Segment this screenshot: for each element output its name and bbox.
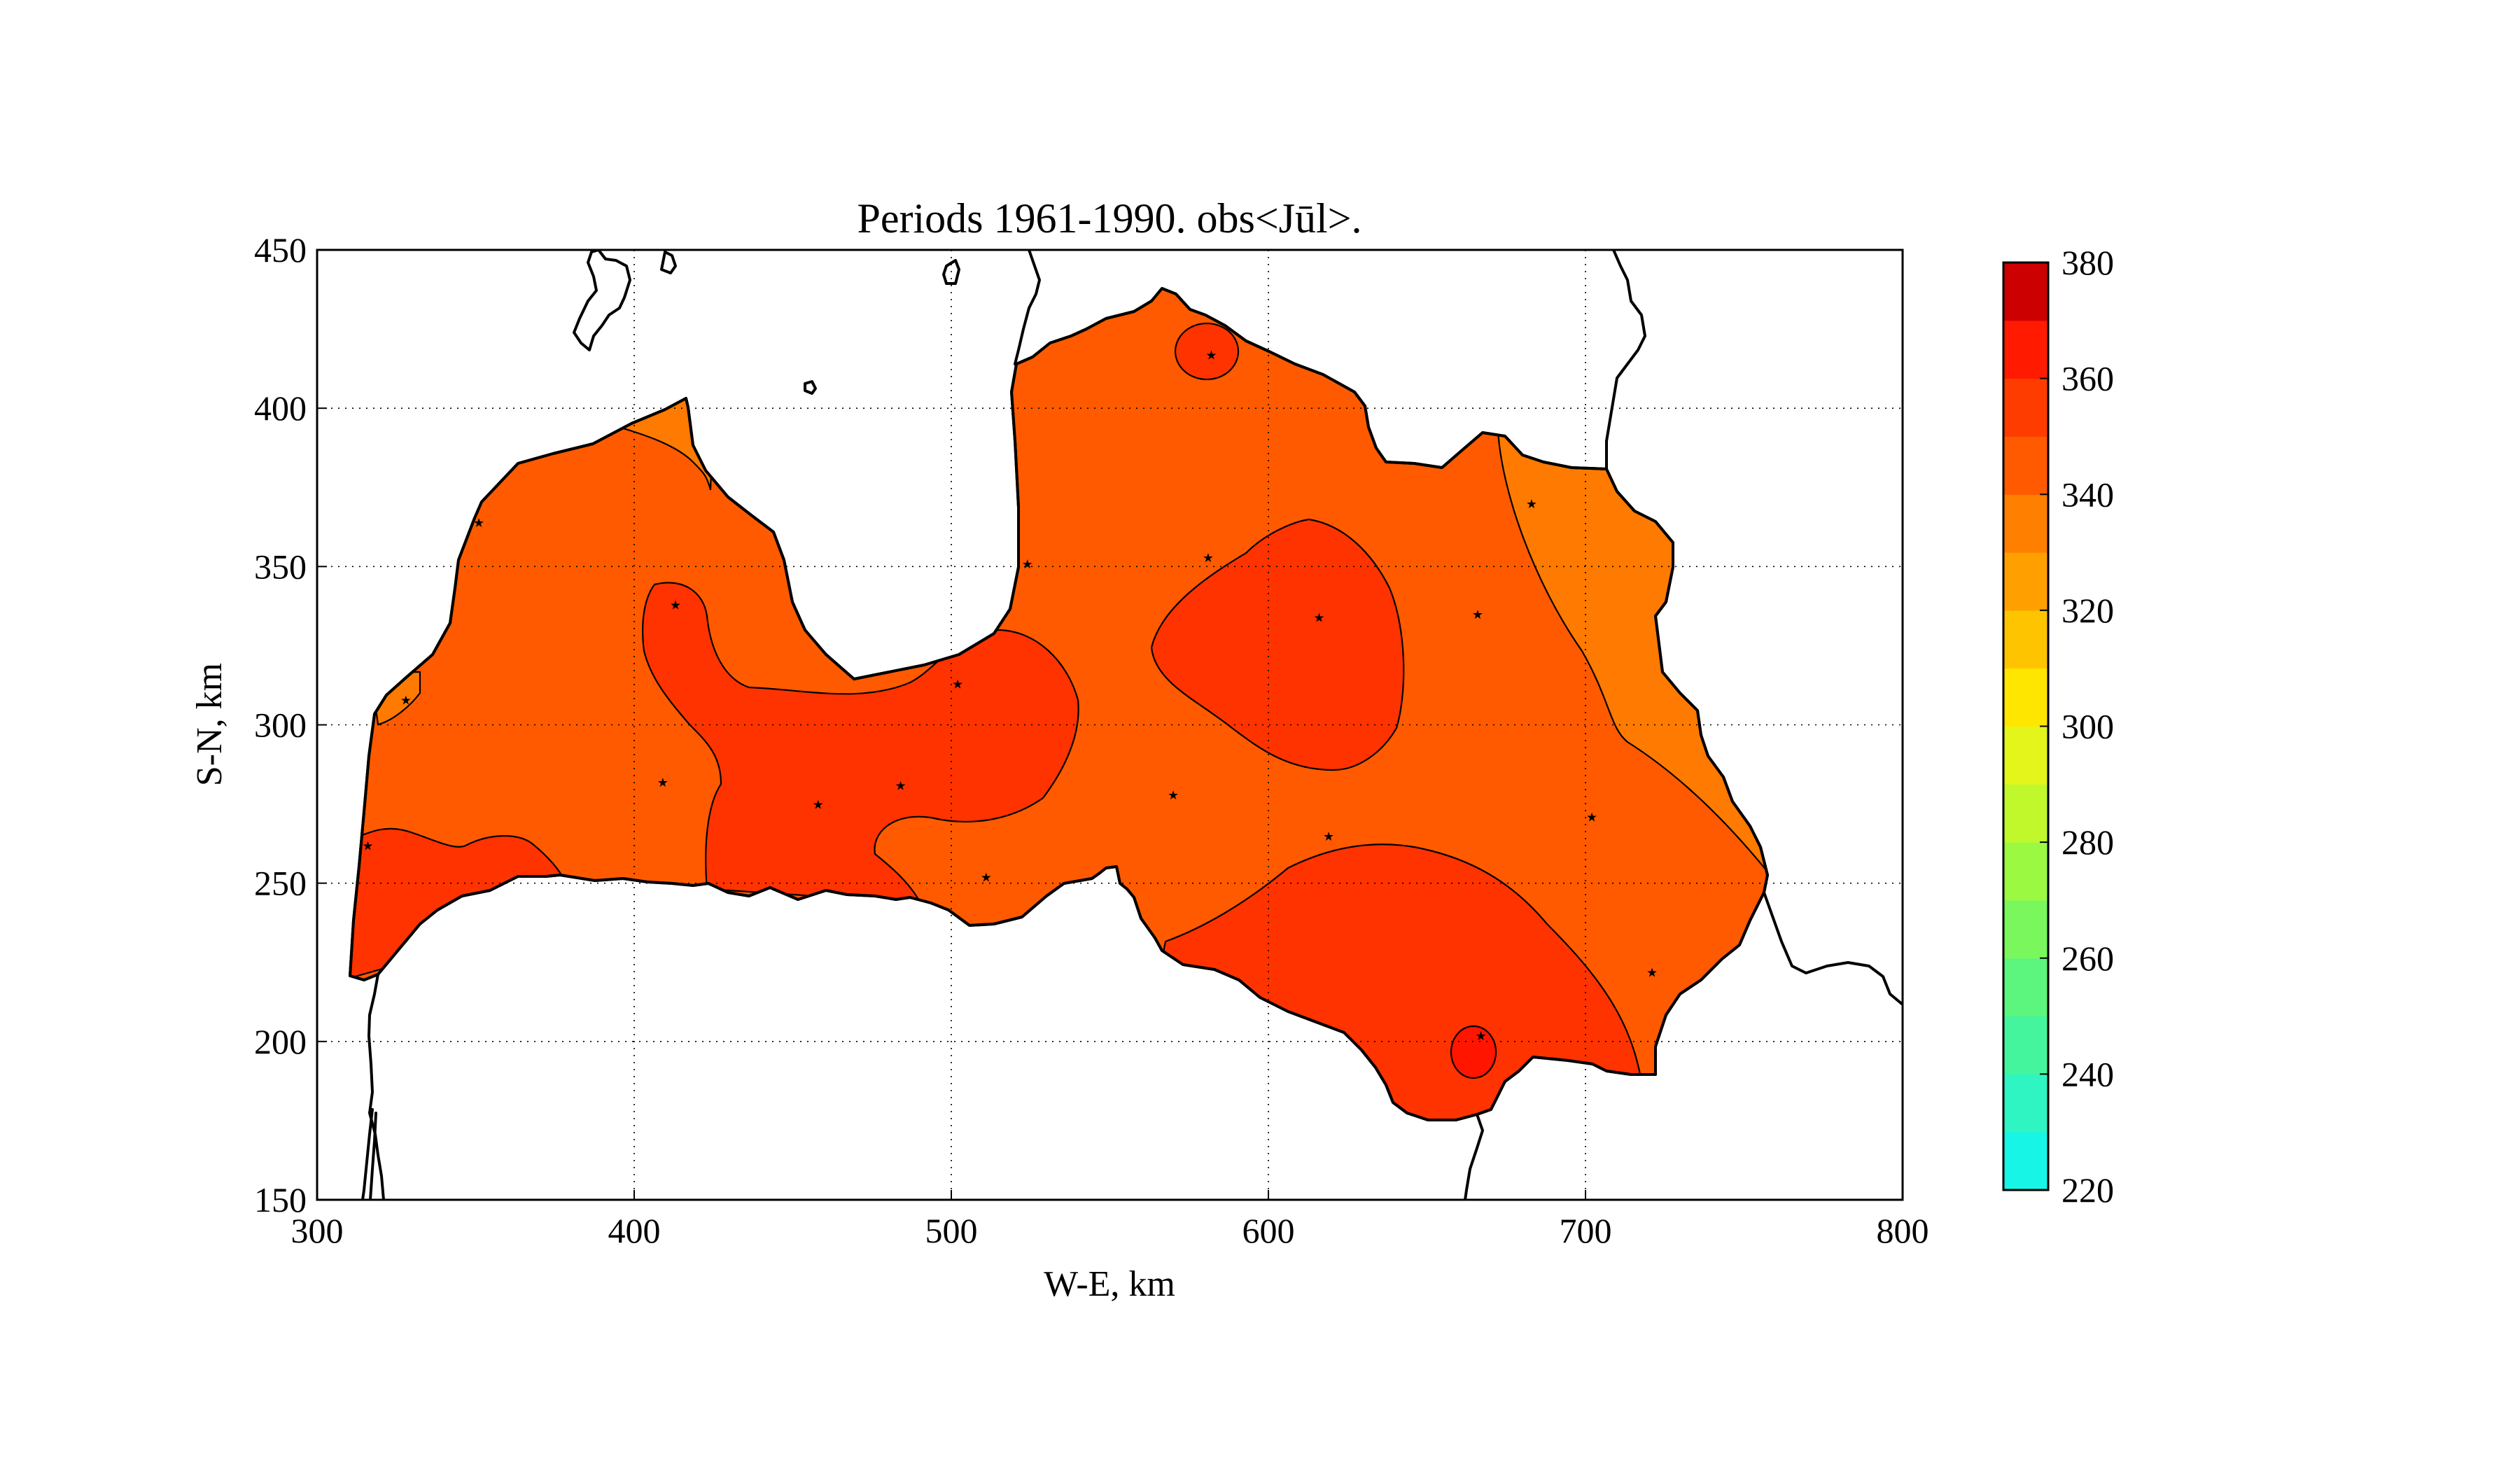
y-tick-label: 450	[254, 230, 307, 270]
station-marker: ★	[1323, 830, 1334, 844]
colorbar-tick-label: 280	[2062, 822, 2114, 862]
plot-area: ★ ★ ★ ★ ★ ★ ★ ★ ★ ★ ★ ★ ★ ★ ★ ★ ★ ★ ★ ★	[316, 248, 1904, 1201]
colorbar-bands	[2003, 262, 2048, 1191]
x-tick-label: 700	[1560, 1211, 1612, 1250]
colorbar-band	[2003, 610, 2048, 669]
colorbar-tick-label: 320	[2062, 591, 2114, 630]
coast-estonia	[1014, 250, 1041, 365]
colorbar-band	[2003, 1074, 2048, 1133]
chart-title: Periods 1961-1990. obs<Jūl>.	[857, 195, 1362, 241]
x-tick-label: 800	[1877, 1211, 1929, 1250]
station-marker: ★	[1022, 557, 1033, 572]
coastline	[349, 250, 1903, 1200]
x-tick-label: 400	[608, 1211, 661, 1250]
colorbar-tick-label: 240	[2062, 1054, 2114, 1093]
coast-lithuania	[368, 973, 385, 1200]
colorbar-band	[2003, 668, 2048, 727]
station-marker: ★	[670, 598, 681, 613]
colorbar-band	[2003, 436, 2048, 495]
coast-curonian-spit	[361, 1108, 377, 1200]
x-tick-label: 500	[925, 1211, 978, 1250]
contour-region-north-peak	[1174, 322, 1240, 381]
y-axis-ticks: 150 200 250 300 350 400 450	[254, 230, 307, 1219]
colorbar-band	[2003, 1016, 2048, 1074]
colorbar-band	[2003, 784, 2048, 843]
border-south	[1464, 1113, 1484, 1200]
station-marker: ★	[1205, 348, 1217, 363]
colorbar-band	[2003, 1132, 2048, 1191]
y-tick-label: 150	[254, 1180, 307, 1219]
coast-islet-2	[942, 259, 960, 285]
colorbar-band	[2003, 726, 2048, 785]
colorbar-band	[2003, 552, 2048, 611]
x-axis-ticks: 300 400 500 600 700 800	[291, 1211, 1929, 1250]
y-tick-label: 200	[254, 1022, 307, 1061]
station-marker: ★	[1646, 965, 1658, 980]
colorbar-band	[2003, 320, 2048, 379]
station-marker: ★	[400, 693, 412, 708]
colorbar: 220 240 260 280 300 320 340 360 380	[2002, 243, 2114, 1210]
station-marker: ★	[981, 871, 992, 886]
coast-islet-3	[804, 380, 817, 395]
colorbar-tick-label: 260	[2062, 939, 2114, 978]
colorbar-band	[2003, 842, 2048, 901]
x-axis-label: W-E, km	[1044, 1264, 1175, 1304]
station-marker: ★	[1526, 497, 1537, 512]
station-marker: ★	[1168, 788, 1179, 803]
station-marker: ★	[952, 678, 963, 692]
y-tick-label: 350	[254, 547, 307, 586]
station-marker: ★	[362, 839, 373, 853]
station-marker: ★	[1203, 551, 1214, 566]
border-east	[1605, 250, 1646, 470]
plot-frame	[316, 248, 1904, 1201]
coast-islet-1	[660, 251, 677, 274]
border-southeast	[1763, 891, 1903, 1006]
country-outline	[349, 287, 1769, 1121]
x-tick-label: 600	[1242, 1211, 1295, 1250]
colorbar-tick-label: 360	[2062, 359, 2114, 398]
station-marker: ★	[1586, 811, 1597, 825]
colorbar-tick-label: 300	[2062, 707, 2114, 746]
colorbar-band	[2003, 899, 2048, 959]
colorbar-band	[2003, 378, 2048, 437]
station-marker: ★	[813, 798, 824, 813]
colorbar-band	[2003, 494, 2048, 553]
station-marker: ★	[1313, 611, 1324, 626]
station-marker: ★	[1475, 1029, 1486, 1044]
x-tick-label: 300	[291, 1211, 344, 1250]
contour-region-central	[1150, 518, 1405, 771]
station-marker: ★	[473, 516, 484, 531]
y-tick-label: 400	[254, 388, 307, 428]
station-marker: ★	[1472, 608, 1483, 622]
colorbar-band	[2003, 262, 2048, 321]
y-tick-label: 300	[254, 706, 307, 745]
station-marker: ★	[657, 776, 668, 790]
coast-saaremaa	[573, 250, 631, 351]
y-tick-label: 250	[254, 864, 307, 903]
station-marker: ★	[895, 778, 906, 793]
colorbar-band	[2003, 958, 2048, 1017]
contour-region-south-peak	[1450, 1025, 1497, 1079]
colorbar-ticks: 220 240 260 280 300 320 340 360 380	[2040, 243, 2114, 1210]
colorbar-tick-label: 220	[2062, 1170, 2114, 1210]
colorbar-tick-label: 340	[2062, 475, 2114, 514]
contour-region-centralwest	[642, 582, 1079, 904]
colorbar-tick-label: 380	[2062, 243, 2114, 282]
y-axis-label: S-N, km	[190, 663, 230, 786]
stations: ★ ★ ★ ★ ★ ★ ★ ★ ★ ★ ★ ★ ★ ★ ★ ★ ★ ★ ★ ★	[362, 348, 1658, 1044]
